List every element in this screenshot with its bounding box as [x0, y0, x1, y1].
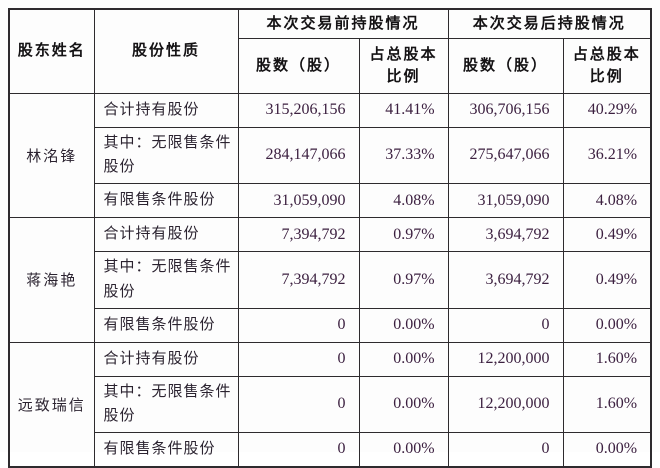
- table-row: 其中：无限售条件股份 284,147,066 37.33% 275,647,06…: [9, 126, 652, 184]
- shareholder-name-cell: 远致瑞信: [8, 341, 95, 467]
- shares-before-cell: 7,394,792: [237, 217, 360, 252]
- ratio-after-cell: 0.49%: [562, 217, 652, 252]
- table-row: 林洺锋 合计持有股份 315,206,156 41.41% 306,706,15…: [8, 92, 652, 218]
- ratio-after-cell: 0.00%: [562, 307, 652, 343]
- shares-after-cell: 0: [447, 307, 564, 343]
- shares-after-cell: 31,059,090: [447, 183, 564, 218]
- ratio-before-cell: 0.00%: [358, 307, 449, 343]
- share-type-cell: 有限售条件股份: [93, 432, 239, 467]
- header-group-after: 本次交易后持股情况: [447, 8, 652, 39]
- header-shares-before: 股数（股）: [237, 37, 360, 94]
- header-shareholder-name: 股东姓名: [8, 8, 95, 94]
- ratio-before-cell: 0.00%: [358, 341, 449, 377]
- ratio-after-cell: 1.60%: [562, 341, 652, 377]
- ratio-after-cell: 4.08%: [562, 183, 652, 218]
- ratio-after-cell: 0.00%: [562, 432, 652, 467]
- shares-after-cell: 12,200,000: [447, 341, 564, 377]
- shareholding-table: 股东姓名 股份性质 本次交易前持股情况 本次交易后持股情况 股数（股） 占总股本…: [8, 8, 653, 468]
- shares-after-cell: 275,647,066: [447, 126, 564, 184]
- table-row: 其中：无限售条件股份 7,394,792 0.97% 3,694,792 0.4…: [9, 251, 652, 309]
- shares-after-cell: 3,694,792: [447, 251, 564, 309]
- share-type-cell: 合计持有股份: [93, 217, 239, 252]
- table-row: 其中：无限售条件股份 0 0.00% 12,200,000 1.60%: [9, 375, 652, 433]
- ratio-before-cell: 4.08%: [358, 183, 449, 218]
- ratio-after-cell: 1.60%: [562, 375, 652, 433]
- ratio-before-cell: 0.00%: [358, 432, 449, 467]
- shares-before-cell: 7,394,792: [237, 251, 360, 309]
- ratio-after-cell: 0.49%: [562, 251, 652, 309]
- ratio-before-cell: 0.00%: [358, 375, 449, 433]
- ratio-before-cell: 0.97%: [358, 217, 449, 252]
- table-row: 有限售条件股份 0 0.00% 0 0.00%: [9, 432, 652, 467]
- shares-before-cell: 0: [237, 307, 360, 343]
- shares-before-cell: 0: [237, 341, 360, 377]
- share-type-cell: 有限售条件股份: [93, 307, 239, 343]
- shareholder-name-cell: 林洺锋: [8, 92, 95, 218]
- shares-before-cell: 31,059,090: [237, 183, 360, 218]
- share-type-cell: 有限售条件股份: [93, 183, 239, 218]
- ratio-after-cell: 40.29%: [562, 92, 652, 128]
- share-type-cell: 其中：无限售条件股份: [93, 251, 239, 309]
- share-type-cell: 合计持有股份: [93, 341, 239, 377]
- shares-after-cell: 306,706,156: [447, 92, 564, 128]
- header-ratio-before: 占总股本比例: [358, 37, 449, 94]
- shares-after-cell: 3,694,792: [447, 217, 564, 252]
- shareholder-name-cell: 蒋海艳: [8, 217, 95, 343]
- ratio-after-cell: 36.21%: [562, 126, 652, 184]
- document-page: 股东姓名 股份性质 本次交易前持股情况 本次交易后持股情况 股数（股） 占总股本…: [8, 8, 653, 468]
- header-share-nature: 股份性质: [93, 8, 239, 94]
- shares-before-cell: 315,206,156: [237, 92, 360, 128]
- ratio-before-cell: 0.97%: [358, 251, 449, 309]
- table-row: 蒋海艳 合计持有股份 7,394,792 0.97% 3,694,792 0.4…: [8, 217, 652, 343]
- shares-after-cell: 0: [447, 432, 564, 467]
- shares-after-cell: 12,200,000: [447, 375, 564, 433]
- header-group-before: 本次交易前持股情况: [237, 8, 449, 39]
- shares-before-cell: 284,147,066: [237, 126, 360, 184]
- shares-before-cell: 0: [237, 375, 360, 433]
- header-ratio-after: 占总股本比例: [562, 37, 652, 94]
- share-type-cell: 合计持有股份: [93, 92, 239, 128]
- header-shares-after: 股数（股）: [447, 37, 564, 94]
- table-row: 远致瑞信 合计持有股份 0 0.00% 12,200,000 1.60%: [8, 341, 652, 467]
- share-type-cell: 其中：无限售条件股份: [93, 126, 239, 184]
- ratio-before-cell: 37.33%: [358, 126, 449, 184]
- ratio-before-cell: 41.41%: [358, 92, 449, 128]
- table-row: 有限售条件股份 0 0.00% 0 0.00%: [9, 307, 652, 343]
- table-row: 有限售条件股份 31,059,090 4.08% 31,059,090 4.08…: [9, 183, 652, 218]
- shares-before-cell: 0: [237, 432, 360, 467]
- share-type-cell: 其中：无限售条件股份: [93, 375, 239, 433]
